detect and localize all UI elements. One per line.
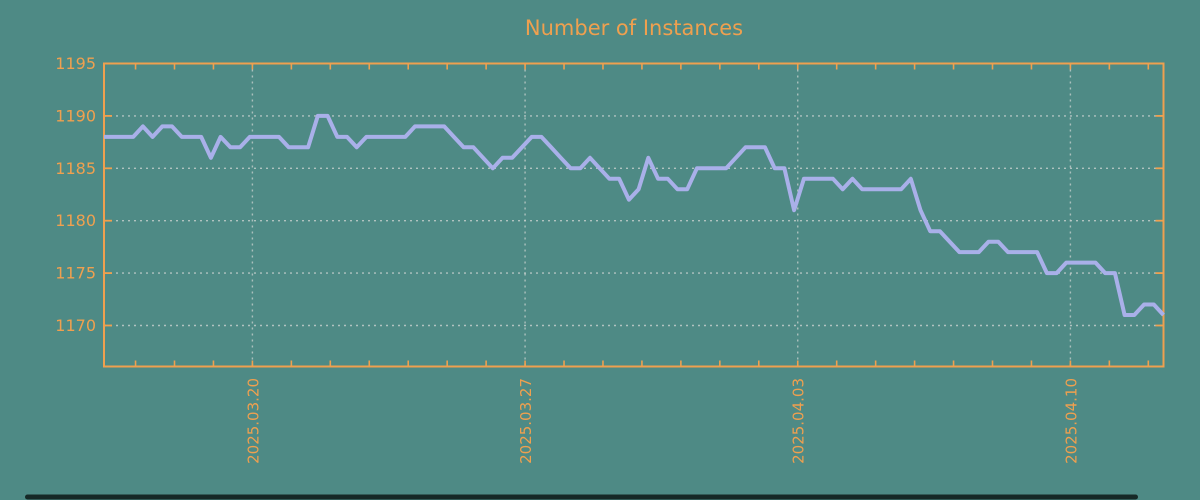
y-tick-label: 1185 xyxy=(55,159,96,178)
plot-border xyxy=(103,62,1165,368)
bottom-edge-bar xyxy=(25,494,1138,500)
y-tick-label: 1195 xyxy=(55,54,96,73)
y-tick-label: 1170 xyxy=(55,316,96,335)
series-line xyxy=(104,113,1165,317)
x-tick-label: 2025.03.20 xyxy=(244,378,262,464)
y-tick-label: 1180 xyxy=(55,211,96,230)
x-tick-label: 2025.04.03 xyxy=(790,378,808,464)
y-tick-label: 1190 xyxy=(55,106,96,125)
x-tick-label: 2025.03.27 xyxy=(517,378,535,464)
chart-title: Number of Instances xyxy=(524,16,744,40)
x-tick-label: 2025.04.10 xyxy=(1062,378,1080,464)
y-tick-label: 1175 xyxy=(55,264,96,283)
